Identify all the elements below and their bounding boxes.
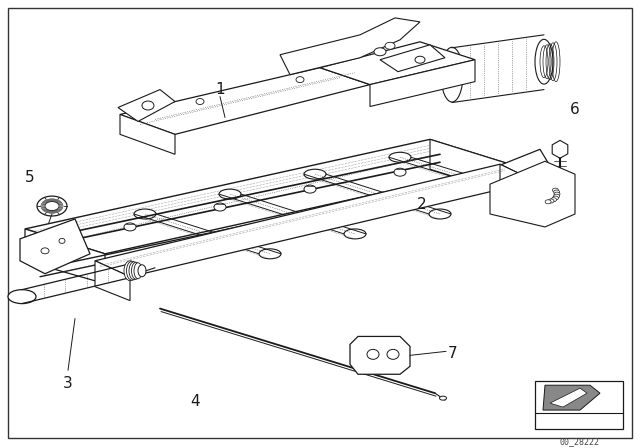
Ellipse shape (389, 152, 411, 162)
Ellipse shape (552, 188, 558, 192)
Polygon shape (430, 139, 510, 194)
Polygon shape (490, 161, 575, 227)
Text: 3: 3 (63, 376, 73, 391)
Ellipse shape (131, 262, 141, 279)
Polygon shape (543, 385, 600, 410)
Ellipse shape (554, 194, 559, 198)
Ellipse shape (552, 196, 558, 200)
Ellipse shape (429, 209, 451, 219)
Polygon shape (20, 219, 90, 274)
Ellipse shape (134, 263, 142, 279)
Polygon shape (370, 60, 475, 107)
Ellipse shape (219, 189, 241, 199)
Polygon shape (350, 336, 410, 374)
Ellipse shape (129, 262, 139, 280)
Ellipse shape (441, 47, 463, 102)
Polygon shape (552, 140, 568, 158)
Ellipse shape (535, 39, 553, 84)
Polygon shape (500, 164, 535, 204)
Text: 1: 1 (215, 82, 225, 97)
Ellipse shape (367, 349, 379, 359)
Ellipse shape (385, 42, 395, 49)
Ellipse shape (41, 248, 49, 254)
Ellipse shape (124, 223, 136, 231)
Ellipse shape (387, 349, 399, 359)
Ellipse shape (142, 101, 154, 110)
Ellipse shape (134, 209, 156, 219)
Ellipse shape (304, 185, 316, 193)
Text: 4: 4 (190, 394, 200, 409)
Bar (535, 381, 623, 429)
Polygon shape (25, 139, 510, 254)
Ellipse shape (124, 261, 136, 281)
Polygon shape (490, 149, 555, 199)
Ellipse shape (557, 190, 563, 196)
Text: 6: 6 (570, 102, 580, 117)
Ellipse shape (554, 192, 560, 196)
Polygon shape (95, 164, 535, 277)
Ellipse shape (196, 99, 204, 104)
Ellipse shape (415, 56, 425, 63)
Polygon shape (280, 18, 420, 75)
Ellipse shape (509, 189, 531, 199)
Ellipse shape (550, 198, 557, 202)
Ellipse shape (516, 174, 524, 180)
Polygon shape (118, 90, 175, 121)
Ellipse shape (214, 203, 226, 211)
Ellipse shape (554, 190, 559, 194)
Ellipse shape (45, 202, 59, 211)
Polygon shape (320, 42, 475, 85)
Ellipse shape (304, 169, 326, 179)
Ellipse shape (8, 290, 36, 304)
Ellipse shape (394, 168, 406, 176)
Ellipse shape (59, 238, 65, 243)
Ellipse shape (440, 396, 447, 400)
Ellipse shape (344, 229, 366, 239)
Polygon shape (550, 388, 587, 407)
Text: 2: 2 (417, 197, 427, 211)
Text: 00_28222: 00_28222 (559, 437, 599, 446)
Ellipse shape (37, 196, 67, 216)
Ellipse shape (545, 200, 551, 204)
Ellipse shape (296, 77, 304, 82)
Ellipse shape (374, 48, 386, 56)
Text: 7: 7 (448, 346, 458, 361)
Polygon shape (380, 45, 445, 72)
Ellipse shape (548, 199, 554, 203)
Polygon shape (95, 261, 130, 301)
Polygon shape (25, 229, 105, 284)
Ellipse shape (259, 249, 281, 259)
Ellipse shape (127, 261, 138, 280)
Text: 5: 5 (25, 170, 35, 185)
Polygon shape (120, 115, 175, 154)
Ellipse shape (138, 265, 146, 277)
Polygon shape (120, 68, 370, 134)
